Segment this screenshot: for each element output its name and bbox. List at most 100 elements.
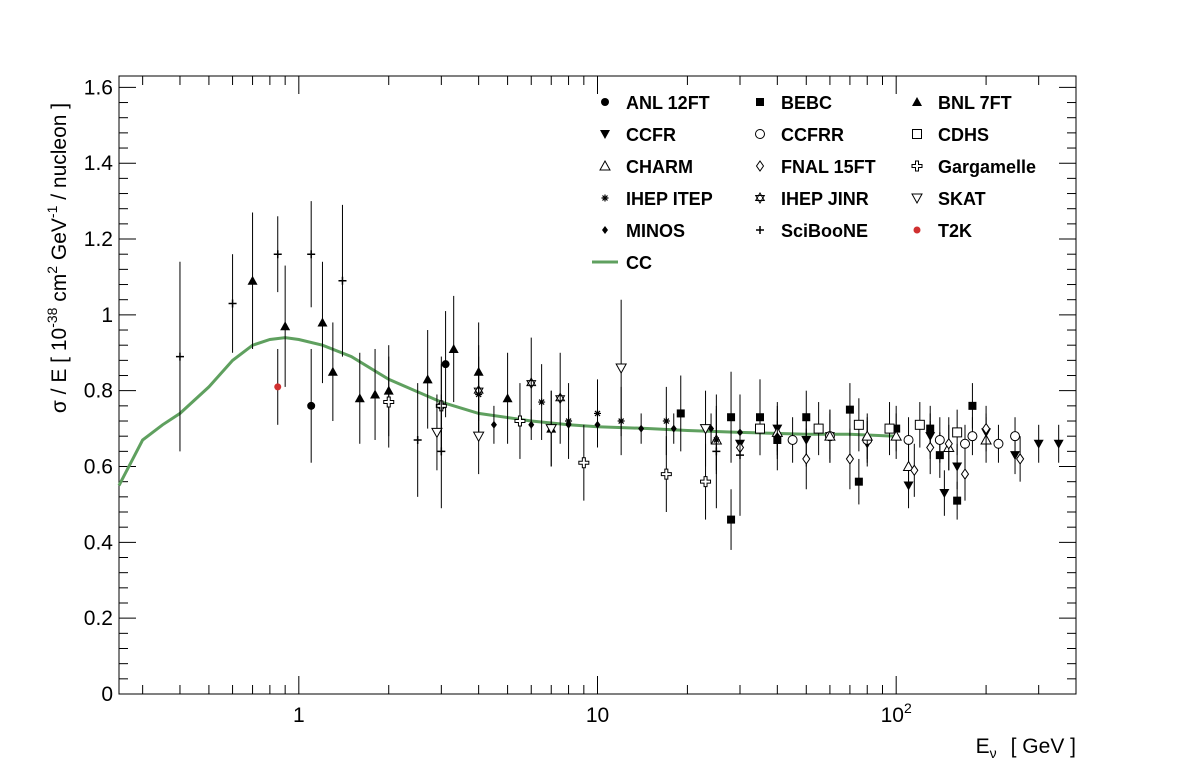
data-point bbox=[944, 437, 953, 450]
data-point bbox=[273, 250, 282, 259]
y-tick-label: 0.4 bbox=[84, 531, 114, 554]
series-skat bbox=[431, 299, 712, 475]
y-tick-label: 1 bbox=[101, 304, 113, 327]
series-cdhs bbox=[755, 398, 963, 456]
series-anl-12ft bbox=[307, 311, 450, 463]
legend-label: Gargamelle bbox=[938, 157, 1036, 177]
data-point bbox=[555, 392, 566, 402]
data-point bbox=[660, 468, 672, 480]
data-point bbox=[1010, 451, 1021, 461]
legend-label: FNAL 15FT bbox=[781, 157, 876, 177]
data-point bbox=[854, 477, 863, 486]
data-point bbox=[370, 389, 381, 399]
legend-label-cc: CC bbox=[626, 253, 652, 273]
data-point bbox=[952, 462, 963, 472]
data-point bbox=[514, 415, 526, 427]
data-point bbox=[615, 363, 627, 374]
data-point bbox=[960, 468, 970, 480]
legend-label: IHEP ITEP bbox=[626, 189, 713, 209]
x-axis-label: Eν [ GeV ] bbox=[976, 735, 1076, 761]
data-point bbox=[712, 447, 721, 456]
data-point bbox=[473, 384, 484, 394]
y-tick-label: 1.2 bbox=[84, 228, 113, 251]
y-axis-label-a: σ / E [ 10 bbox=[48, 328, 71, 413]
data-point bbox=[884, 423, 895, 434]
data-point bbox=[736, 451, 745, 460]
x-axis-label-main: E bbox=[976, 735, 990, 758]
y-axis: 0 0.2 0.4 0.6 0.8 1 1.2 1.4 1.6 bbox=[84, 76, 1076, 706]
data-point bbox=[490, 420, 497, 429]
legend-label: IHEP JINR bbox=[781, 189, 869, 209]
data-point bbox=[1016, 453, 1025, 465]
legend-marker bbox=[911, 160, 923, 172]
data-point bbox=[175, 352, 184, 361]
data-point bbox=[1010, 431, 1021, 442]
y-tick-label: 0 bbox=[101, 683, 113, 706]
data-point bbox=[354, 393, 365, 403]
legend-label: T2K bbox=[938, 221, 972, 241]
data-point bbox=[727, 413, 736, 422]
data-point bbox=[953, 496, 962, 505]
legend-label: CCFRR bbox=[781, 125, 844, 145]
y-tick-label: 0.2 bbox=[84, 607, 113, 630]
data-point bbox=[307, 401, 316, 410]
data-point bbox=[993, 438, 1004, 449]
data-point bbox=[502, 393, 513, 403]
legend-label: CDHS bbox=[938, 125, 989, 145]
legend-marker bbox=[912, 129, 922, 139]
legend-marker bbox=[756, 226, 764, 234]
legend-marker bbox=[755, 129, 765, 139]
cc-curve-layer bbox=[117, 336, 897, 487]
data-point bbox=[437, 447, 446, 456]
data-point bbox=[307, 250, 316, 259]
x-axis-label-unit: [ GeV ] bbox=[1011, 735, 1076, 758]
y-axis-label-f: -1 bbox=[44, 205, 60, 218]
data-point bbox=[727, 515, 736, 524]
series-sciboone bbox=[175, 201, 745, 516]
data-point bbox=[327, 366, 338, 376]
legend-marker bbox=[602, 226, 608, 234]
data-point bbox=[890, 430, 903, 441]
data-point bbox=[787, 434, 798, 445]
legend-label: SciBooNE bbox=[781, 221, 868, 241]
data-point bbox=[699, 424, 712, 435]
legend-marker bbox=[911, 193, 923, 205]
series-t2k bbox=[274, 348, 282, 425]
x-axis-label-sub: ν bbox=[990, 745, 997, 761]
data-point bbox=[813, 423, 824, 434]
y-tick-label: 0.8 bbox=[84, 380, 113, 403]
data-point bbox=[280, 321, 291, 331]
data-point bbox=[413, 435, 422, 444]
data-point bbox=[578, 457, 590, 469]
data-point bbox=[960, 438, 971, 449]
data-point bbox=[247, 275, 258, 285]
legend-marker bbox=[599, 159, 611, 171]
data-point bbox=[662, 417, 670, 425]
data-point bbox=[594, 420, 601, 429]
data-point bbox=[952, 427, 963, 438]
series-ccfr bbox=[735, 402, 1064, 516]
data-point bbox=[774, 432, 781, 441]
legend-label: BNL 7FT bbox=[938, 93, 1012, 113]
data-point bbox=[824, 430, 836, 441]
legend: ANL 12FT BEBC BNL 7FT CCFR CCFRR CDHS CHARM FNA… bbox=[592, 93, 1036, 273]
data-point bbox=[274, 383, 282, 391]
y-axis-label-e: GeV bbox=[48, 218, 71, 266]
legend-marker bbox=[600, 130, 610, 139]
data-point bbox=[422, 374, 433, 384]
legend-label: SKAT bbox=[938, 189, 986, 209]
data-point bbox=[338, 276, 347, 285]
legend-marker bbox=[601, 98, 609, 106]
cc-curve bbox=[117, 336, 897, 487]
data-point bbox=[441, 360, 450, 369]
data-point bbox=[528, 420, 535, 429]
legend-marker-b bbox=[754, 195, 766, 205]
x-tick-label: 10 bbox=[586, 704, 609, 727]
legend-label: CHARM bbox=[626, 157, 693, 177]
series-fnal-15ft bbox=[735, 405, 1025, 501]
data-point bbox=[910, 464, 919, 477]
data-point bbox=[939, 489, 950, 499]
data-point bbox=[431, 427, 443, 439]
data-point bbox=[700, 476, 712, 488]
